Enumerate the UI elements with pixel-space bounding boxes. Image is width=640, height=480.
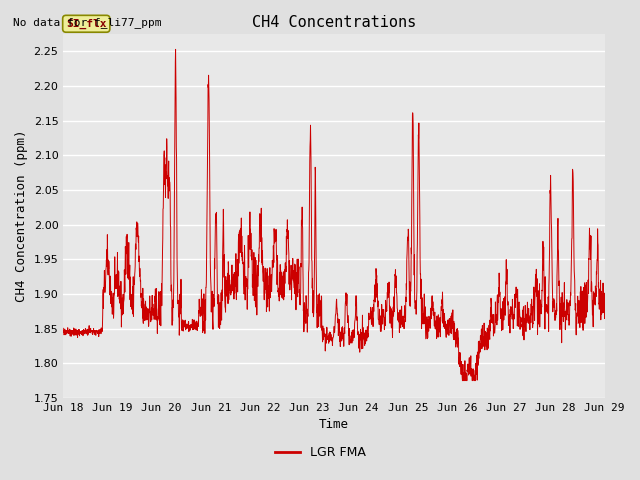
X-axis label: Time: Time bbox=[319, 419, 349, 432]
Legend: LGR FMA: LGR FMA bbox=[269, 441, 371, 464]
Text: No data for f_li77_ppm: No data for f_li77_ppm bbox=[13, 17, 161, 28]
Text: SI_flx: SI_flx bbox=[66, 19, 106, 29]
Title: CH4 Concentrations: CH4 Concentrations bbox=[252, 15, 416, 30]
Y-axis label: CH4 Concentration (ppm): CH4 Concentration (ppm) bbox=[15, 130, 28, 302]
